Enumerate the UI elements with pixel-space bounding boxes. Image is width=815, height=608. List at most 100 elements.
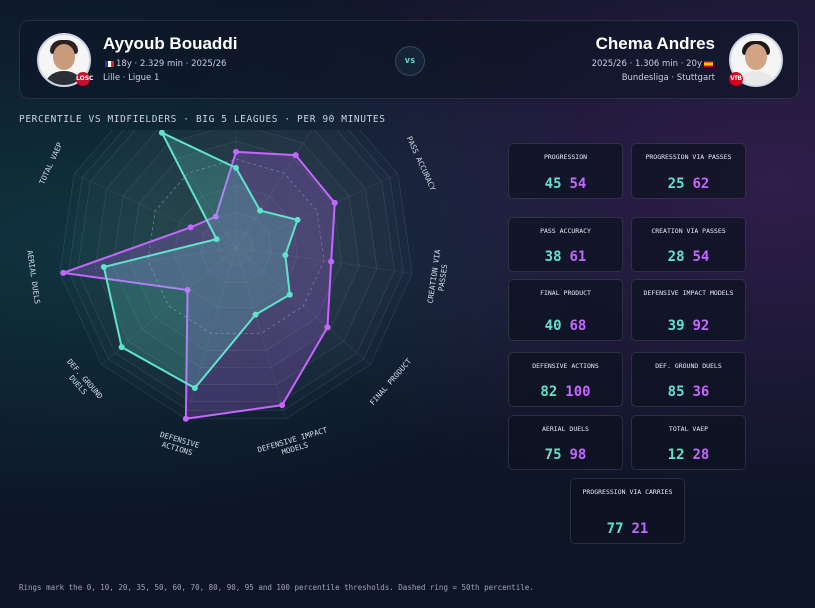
- series-point-a: [233, 164, 239, 171]
- stat-tile-values: 45 54: [509, 176, 622, 192]
- stat-tile-values: 77 21: [571, 521, 684, 537]
- stat-tile-label: PROGRESSION VIA CARRIES: [582, 488, 673, 496]
- stat-tile-values: 12 28: [632, 447, 745, 463]
- series-point-a: [191, 385, 198, 392]
- stat-tile: FINAL PRODUCT 40 68: [508, 279, 623, 341]
- player-a-percentile: 28: [667, 249, 685, 265]
- series-point-a: [213, 236, 220, 243]
- player-b-percentile: 54: [692, 249, 710, 265]
- spain-flag-icon: [704, 60, 713, 67]
- stat-tile-values: 82 100: [509, 384, 622, 400]
- ring-100: [59, 130, 413, 420]
- spoke: [235, 247, 371, 365]
- spoke: [235, 247, 287, 419]
- series-point-a: [158, 130, 165, 136]
- player-b-percentile: 36: [692, 384, 710, 400]
- stat-tile: DEFENSIVE ACTIONS 82 100: [508, 352, 623, 407]
- player-b-meta-text: 2025/26 · 1.306 min · 20y: [591, 59, 702, 69]
- axis-label-group: AERIAL DUELS: [25, 250, 42, 305]
- stat-tile-values: 39 92: [632, 318, 745, 334]
- series-area-b: [62, 150, 336, 420]
- player-b-percentile: 68: [569, 318, 587, 334]
- stat-tile: PROGRESSION VIA PASSES 25 62: [631, 143, 746, 199]
- series-point-a: [257, 207, 264, 214]
- stat-tile-label: AERIAL DUELS: [542, 425, 589, 433]
- stat-tile-label: DEFENSIVE ACTIONS: [532, 362, 599, 370]
- ring-70: [112, 130, 360, 368]
- spoke: [159, 130, 237, 249]
- player-a-meta-line1: 18y · 2.329 min · 2025/26: [103, 59, 226, 69]
- spoke: [73, 173, 237, 249]
- axis-label-group: FINAL PRODUCT: [368, 356, 414, 407]
- player-b-percentile: 28: [692, 447, 710, 463]
- axis-label: AERIAL DUELS: [25, 250, 42, 305]
- player-b-percentile: 98: [569, 447, 587, 463]
- series-point-b: [187, 224, 194, 231]
- series-point-a: [100, 263, 107, 270]
- ring-60: [129, 140, 343, 351]
- series-point-a: [252, 311, 259, 318]
- radar-chart: PROGRESSIONPROGRESSION VIAPASSESPASS ACC…: [25, 130, 450, 458]
- player-b-percentile: 62: [692, 176, 710, 192]
- player-b-name: Chema Andres: [595, 34, 715, 53]
- stat-tile: AERIAL DUELS 75 98: [508, 415, 623, 470]
- spoke: [235, 173, 399, 249]
- spoke: [235, 247, 413, 274]
- player-b-club-badge: VfB: [729, 72, 743, 86]
- axis-label-group: PASS ACCURACY: [405, 135, 438, 193]
- stat-tile: PROGRESSION 45 54: [508, 143, 623, 199]
- stat-tile-label: PROGRESSION VIA PASSES: [645, 153, 732, 161]
- series-point-b: [324, 324, 331, 331]
- player-a-percentile: 12: [667, 447, 685, 463]
- stat-tile-values: 38 61: [509, 249, 622, 265]
- player-a-percentile: 25: [667, 176, 685, 192]
- spoke: [59, 247, 237, 274]
- series-point-a: [282, 252, 289, 259]
- stat-tile: PASS ACCURACY 38 61: [508, 217, 623, 272]
- player-a-percentile: 85: [667, 384, 685, 400]
- player-a-percentile: 40: [544, 318, 562, 334]
- stat-tile-values: 40 68: [509, 318, 622, 334]
- stat-tile: TOTAL VAEP 12 28: [631, 415, 746, 470]
- player-a-meta-text: 18y · 2.329 min · 2025/26: [116, 59, 227, 69]
- series-point-a: [286, 291, 293, 298]
- series-point-b: [328, 258, 335, 265]
- stat-tile-label: PROGRESSION: [543, 153, 588, 161]
- axis-label: PASSES: [436, 263, 449, 292]
- axis-label: FINAL PRODUCT: [368, 356, 414, 407]
- player-b-meta-line2: Bundesliga · Stuttgart: [621, 73, 715, 83]
- vs-badge: vs: [395, 46, 425, 76]
- series-point-b: [233, 148, 239, 155]
- player-b-meta-line1: 2025/26 · 1.306 min · 20y: [592, 59, 715, 69]
- player-a-meta-line2: Lille · Ligue 1: [103, 73, 160, 83]
- player-a-percentile: 45: [544, 176, 562, 192]
- ring-95: [68, 130, 404, 411]
- player-b-percentile: 21: [631, 521, 649, 537]
- stat-tile-label: PASS ACCURACY: [540, 227, 591, 235]
- stat-tile-label: DEFENSIVE IMPACT MODELS: [643, 289, 734, 297]
- player-b-percentile: 61: [569, 249, 587, 265]
- player-a-name: Ayyoub Bouaddi: [103, 34, 238, 53]
- player-b-percentile: 54: [569, 176, 587, 192]
- axis-label: PASS ACCURACY: [405, 135, 438, 193]
- stat-tile-values: 75 98: [509, 447, 622, 463]
- series-point-a: [118, 344, 125, 351]
- stat-tile-label: DEF. GROUND DUELS: [655, 362, 722, 370]
- player-a-percentile: 75: [544, 447, 562, 463]
- ring-20: [200, 212, 272, 283]
- series-point-b: [212, 213, 219, 220]
- ring-80: [94, 130, 378, 385]
- player-header: LOSC Ayyoub Bouaddi 18y · 2.329 min · 20…: [19, 20, 799, 99]
- player-b-percentile: 92: [692, 318, 710, 334]
- stat-tile-label: FINAL PRODUCT: [540, 289, 591, 297]
- ring-90: [77, 130, 395, 403]
- ring-50: [147, 158, 325, 334]
- ring-10: [218, 229, 254, 266]
- player-a-percentile: 82: [540, 384, 558, 400]
- axis-label: TOTAL VAEP: [37, 141, 64, 186]
- axis-label-group: TOTAL VAEP: [37, 141, 64, 186]
- series-point-b: [292, 152, 299, 159]
